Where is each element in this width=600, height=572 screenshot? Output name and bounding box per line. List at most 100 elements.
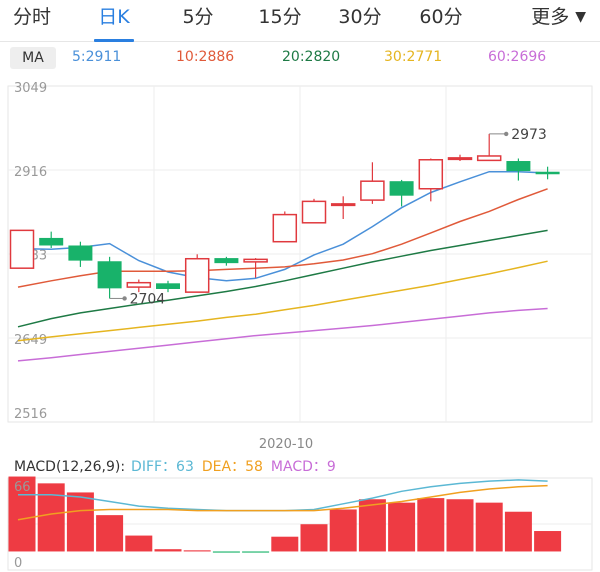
macd-histogram-bar (504, 511, 532, 552)
more-menu-button[interactable]: 更多 ▼ (531, 2, 586, 32)
macd-histogram-bar (388, 502, 416, 552)
candle-body (214, 258, 239, 264)
ma10-value: 10:2886 (176, 49, 235, 65)
candle-body (506, 161, 531, 172)
macd-diff-value: DIFF：63 (131, 459, 194, 475)
macd-dea-line (17, 484, 548, 521)
ma5-value: 5:2911 (72, 49, 122, 65)
low-marker-dot (122, 296, 127, 301)
candle (535, 166, 560, 180)
ma60-line (17, 307, 548, 362)
candle (214, 256, 239, 266)
candle-body (301, 200, 327, 224)
candle (506, 158, 531, 181)
candle-body (97, 261, 122, 289)
ma5-line (17, 170, 548, 282)
ma20-line (17, 229, 548, 328)
ma30-line (17, 260, 548, 342)
high-annotation: 2973 (511, 127, 547, 143)
candle-body (330, 203, 356, 207)
tab-1[interactable]: 日K (98, 6, 130, 28)
y-tick-label: 2649 (14, 333, 47, 348)
ma-toggle-button[interactable]: MA (10, 47, 56, 69)
high-marker-dot (504, 131, 509, 137)
candle-body (156, 283, 180, 289)
candle-body (272, 213, 298, 243)
macd-histogram-bar (242, 551, 270, 553)
candle-body (9, 229, 35, 269)
candle-body (68, 245, 93, 261)
macd-macd-value: MACD：9 (271, 459, 336, 475)
x-axis-date-label: 2020-10 (259, 437, 313, 452)
macd-histogram-bar (154, 549, 182, 552)
active-tab-indicator (94, 39, 134, 42)
macd-label: MACD(12,26,9): (14, 459, 125, 475)
y-tick-label: 3049 (14, 81, 47, 96)
kline-grid (7, 85, 593, 423)
caret-down-icon: ▼ (575, 9, 586, 25)
candle (68, 241, 93, 267)
macd-y-bottom-label: 0 (14, 556, 22, 571)
ma10-line (17, 188, 548, 288)
ma30-value: 30:2771 (384, 49, 443, 65)
candle (301, 198, 327, 224)
candle-body (360, 180, 385, 201)
candle-body (389, 181, 414, 196)
candle-body (418, 159, 444, 190)
candle-body (184, 257, 210, 293)
macd-histogram-bar (358, 499, 386, 552)
candle-body (476, 155, 502, 162)
tab-2[interactable]: 5分 (182, 6, 214, 28)
macd-histogram-bar (300, 524, 328, 552)
macd-frame (7, 477, 593, 571)
macd-histogram-bar (66, 492, 94, 552)
macd-dea-value: DEA：58 (202, 459, 263, 475)
macd-y-top-label: 66 (14, 480, 31, 495)
candle (418, 158, 444, 202)
candle-body (243, 258, 268, 263)
ma-legend: MA 5:2911 10:2886 20:2820 30:2771 60:269… (0, 46, 600, 72)
y-tick-label: 2516 (14, 407, 47, 422)
candle (39, 231, 64, 249)
candle-body (447, 157, 473, 161)
y-tick-label: 2916 (14, 165, 47, 180)
macd-legend: MACD(12,26,9): DIFF：63 DEA：58 MACD：9 (14, 459, 336, 475)
candle (243, 258, 268, 278)
macd-histogram-bar (37, 483, 65, 552)
candle (360, 162, 385, 204)
candle (330, 196, 356, 220)
macd-histogram-bar (534, 531, 562, 552)
candle (126, 279, 152, 293)
macd-histogram-bar (417, 498, 445, 552)
tab-0[interactable]: 分时 (12, 6, 51, 28)
candle-body (535, 171, 560, 175)
y-tick-label: 2783 (14, 249, 47, 264)
candle-body (126, 281, 152, 288)
macd-histogram-bar (8, 476, 36, 552)
candle (9, 229, 35, 269)
ma20-value: 20:2820 (282, 49, 341, 65)
candle (272, 211, 298, 243)
period-tab-bar: 分时 日K 5分 15分 30分 60分 更多 ▼ (0, 0, 600, 42)
candle-body (39, 237, 64, 246)
macd-histogram-bar (125, 535, 153, 552)
tab-3[interactable]: 15分 (258, 6, 302, 28)
more-label: 更多 (531, 6, 570, 28)
candle (184, 254, 210, 293)
macd-histogram-bar (96, 515, 124, 552)
candle (156, 280, 180, 293)
candle (447, 154, 473, 162)
macd-histogram-bar (329, 509, 357, 552)
tab-5[interactable]: 60分 (419, 6, 463, 28)
candle (97, 256, 122, 299)
macd-histogram-bar (475, 502, 503, 552)
macd-histogram-bar (271, 536, 299, 552)
macd-histogram-bar (183, 550, 211, 552)
macd-diff-line (18, 479, 548, 512)
kline-frame (7, 85, 593, 423)
candle (476, 133, 502, 162)
macd-histogram-bar (446, 499, 474, 552)
tab-4[interactable]: 30分 (338, 6, 382, 28)
macd-histogram-bar (212, 551, 240, 553)
